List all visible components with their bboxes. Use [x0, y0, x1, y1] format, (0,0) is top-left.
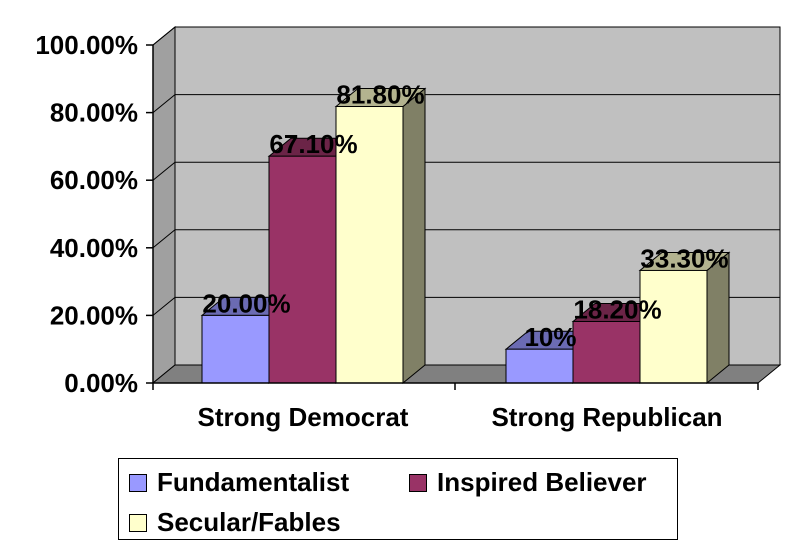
y-axis: 0.00% 20.00% 40.00% 60.00% 80.00% 100.00%: [35, 30, 154, 398]
bar-front: [572, 320, 641, 384]
gridline-side: [152, 297, 176, 316]
gridline-side: [152, 26, 176, 46]
bar-front: [505, 348, 574, 384]
legend-label-fundamentalist: Fundamentalist: [157, 467, 350, 497]
y-tick-label: 60.00%: [50, 165, 138, 195]
data-label: 20.00%: [202, 288, 290, 318]
legend-swatch-secular-fables: [129, 513, 147, 532]
gridline-side: [152, 161, 176, 181]
chart-side-wall: [152, 25, 176, 385]
y-tick-label: 20.00%: [50, 300, 138, 330]
bar-side: [402, 87, 426, 385]
data-label: 10%: [524, 322, 576, 352]
y-tick-label: 0.00%: [64, 368, 138, 398]
gridline-side: [152, 94, 176, 113]
data-label: 81.80%: [336, 80, 424, 110]
gridline-side: [152, 229, 176, 249]
data-label: 67.10%: [269, 129, 357, 159]
legend-label-secular-fables: Secular/Fables: [157, 507, 341, 537]
bar-secular-fables-1: [638, 251, 731, 385]
data-label: 33.30%: [640, 243, 728, 273]
legend-item-fundamentalist: Fundamentalist: [129, 467, 349, 498]
legend-label-inspired-believer: Inspired Believer: [437, 467, 647, 497]
bar-front: [335, 106, 404, 384]
bar-front: [268, 155, 337, 384]
legend-swatch-fundamentalist: [129, 473, 147, 492]
bar-secular-fables-0: [334, 87, 427, 385]
x-category-label: Strong Republican: [491, 402, 722, 432]
data-label: 18.20%: [573, 294, 661, 324]
y-tick-label: 100.00%: [35, 30, 138, 60]
bar-front: [201, 314, 270, 384]
x-category-label: Strong Democrat: [198, 402, 409, 432]
legend-item-inspired-believer: Inspired Believer: [409, 467, 647, 498]
legend: Fundamentalist Inspired Believer Secular…: [118, 458, 678, 540]
legend-item-secular-fables: Secular/Fables: [129, 507, 341, 538]
y-tick-label: 40.00%: [50, 233, 138, 263]
legend-swatch-inspired-believer: [409, 473, 427, 492]
y-tick-label: 80.00%: [50, 98, 138, 128]
bar-front: [639, 269, 708, 384]
x-axis: Strong Democrat Strong Republican: [152, 382, 759, 432]
bars: 20.00% 67.10% 81.80% 10%18.20% 33.30%: [200, 80, 731, 385]
